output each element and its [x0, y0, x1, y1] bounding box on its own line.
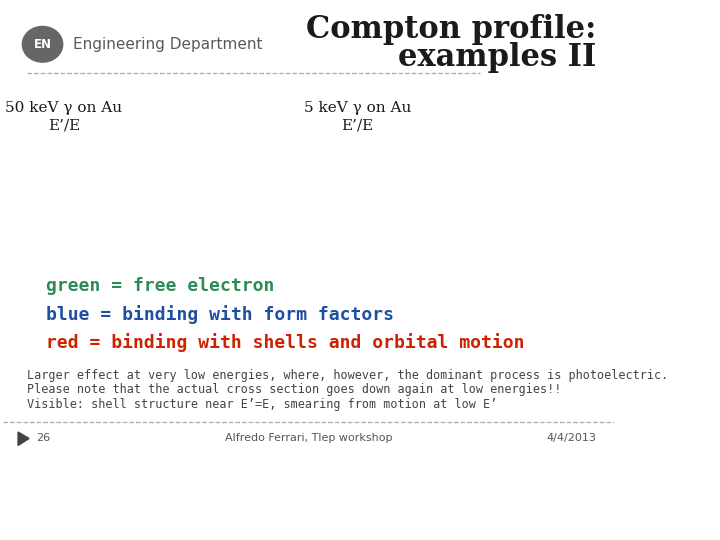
Text: Alfredo Ferrari, Tlep workshop: Alfredo Ferrari, Tlep workshop [225, 434, 392, 443]
Text: EN: EN [34, 38, 52, 51]
Text: Larger effect at very low energies, where, however, the dominant process is phot: Larger effect at very low energies, wher… [27, 369, 668, 382]
Text: green = free electron: green = free electron [45, 277, 274, 295]
Text: 50 keV γ on Au: 50 keV γ on Au [5, 101, 122, 115]
Text: Compton profile:: Compton profile: [306, 14, 596, 45]
Text: 26: 26 [37, 434, 50, 443]
Text: 4/4/2013: 4/4/2013 [546, 434, 596, 443]
Text: E’/E: E’/E [48, 118, 80, 132]
Text: 5 keV γ on Au: 5 keV γ on Au [304, 101, 411, 115]
Text: Visible: shell structure near E’=E, smearing from motion at low E’: Visible: shell structure near E’=E, smea… [27, 398, 498, 411]
Text: blue = binding with form factors: blue = binding with form factors [45, 305, 394, 324]
Text: Engineering Department: Engineering Department [73, 37, 263, 52]
Polygon shape [18, 432, 29, 445]
Text: E’/E: E’/E [341, 118, 374, 132]
Text: examples II: examples II [398, 42, 596, 73]
Circle shape [22, 26, 63, 62]
Text: red = binding with shells and orbital motion: red = binding with shells and orbital mo… [45, 333, 524, 352]
Text: Please note that the actual cross section goes down again at low energies!!: Please note that the actual cross sectio… [27, 383, 562, 396]
